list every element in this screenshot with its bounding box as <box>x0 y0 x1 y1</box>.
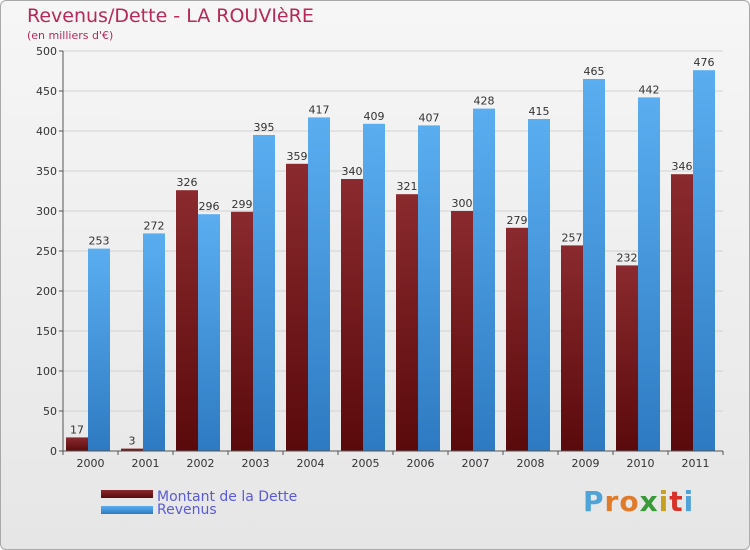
x-tick-label: 2010 <box>627 457 655 470</box>
y-tick-label: 0 <box>50 445 57 458</box>
data-label-revenus: 407 <box>419 111 440 124</box>
legend-label-revenus: Revenus <box>157 502 217 518</box>
x-tick-label: 2008 <box>517 457 545 470</box>
bar-dette <box>561 245 583 451</box>
data-label-revenus: 415 <box>529 105 550 118</box>
bar-revenus <box>253 135 275 451</box>
bar-revenus <box>583 79 605 451</box>
data-label-dette: 340 <box>342 165 363 178</box>
logo-letter: i <box>683 485 695 518</box>
logo-letter: x <box>639 485 659 518</box>
data-label-dette: 279 <box>507 214 528 227</box>
y-tick-label: 200 <box>36 285 57 298</box>
legend-label-dette: Montant de la Dette <box>157 489 297 505</box>
data-label-revenus: 442 <box>639 83 660 96</box>
bars <box>66 70 715 452</box>
x-tick-label: 2000 <box>77 457 105 470</box>
x-tick-label: 2007 <box>462 457 490 470</box>
grid <box>63 50 723 452</box>
x-tick-label: 2005 <box>352 457 380 470</box>
data-label-revenus: 395 <box>254 121 275 134</box>
y-tick-label: 100 <box>36 365 57 378</box>
data-label-dette: 359 <box>287 150 308 163</box>
y-tick-label: 400 <box>36 125 57 138</box>
bar-revenus <box>88 248 110 451</box>
legend-swatch-revenus <box>101 506 153 514</box>
logo-letter: r <box>604 485 620 518</box>
y-tick-label: 50 <box>43 405 57 418</box>
logo-letter: o <box>619 485 640 518</box>
y-tick-label: 250 <box>36 245 57 258</box>
chart-title: Revenus/Dette - LA ROUVIèRE <box>27 5 314 27</box>
bar-dette <box>616 265 638 451</box>
data-label-revenus: 417 <box>309 103 330 116</box>
bar-revenus <box>638 97 660 452</box>
bar-revenus <box>308 117 330 452</box>
chart-subtitle: (en milliers d'€) <box>27 29 114 42</box>
bar-dette <box>396 194 418 451</box>
proxiti-logo: Proxiti <box>583 485 694 518</box>
logo-letter: P <box>583 485 605 518</box>
legend: Montant de la Dette Revenus <box>101 489 297 518</box>
bar-dette <box>176 190 198 451</box>
logo-letter: i <box>658 485 670 518</box>
data-label-dette: 326 <box>177 176 198 189</box>
bar-revenus <box>363 123 385 452</box>
x-tick-label: 2006 <box>407 457 435 470</box>
logo-letter: t <box>669 485 684 518</box>
y-tick-label: 500 <box>36 45 57 58</box>
x-tick-label: 2009 <box>572 457 600 470</box>
data-label-revenus: 465 <box>584 65 605 78</box>
y-tick-label: 350 <box>36 165 57 178</box>
x-tick-label: 2011 <box>682 457 710 470</box>
bar-revenus <box>528 119 550 451</box>
data-label-dette: 299 <box>232 198 253 211</box>
bar-dette <box>341 179 363 451</box>
data-label-dette: 232 <box>617 251 638 264</box>
bar-dette <box>671 174 693 451</box>
bar-dette <box>286 163 308 452</box>
data-label-dette: 3 <box>129 435 136 448</box>
legend-swatch-dette <box>101 490 153 498</box>
data-label-revenus: 253 <box>89 235 110 248</box>
data-label-revenus: 476 <box>694 56 715 69</box>
data-label-revenus: 272 <box>144 219 165 232</box>
bar-dette <box>506 227 528 451</box>
bar-dette <box>66 437 88 451</box>
x-tick-label: 2001 <box>132 457 160 470</box>
data-label-dette: 321 <box>397 180 418 193</box>
axes: 0 50 100 150 200 250 300 350 400 450 500 2000 2001 20… <box>36 45 724 470</box>
data-label-dette: 257 <box>562 231 583 244</box>
bar-revenus <box>418 125 440 452</box>
bar-revenus <box>473 108 495 451</box>
x-tick-label: 2002 <box>187 457 215 470</box>
y-tick-label: 150 <box>36 325 57 338</box>
bar-revenus <box>198 214 220 451</box>
y-tick-label: 300 <box>36 205 57 218</box>
bar-revenus <box>693 70 715 451</box>
data-label-revenus: 296 <box>199 200 220 213</box>
data-label-dette: 346 <box>672 160 693 173</box>
y-tick-label: 450 <box>36 85 57 98</box>
data-label-revenus: 428 <box>474 95 495 108</box>
bar-revenus <box>143 233 165 451</box>
x-tick-label: 2003 <box>242 457 270 470</box>
data-label-revenus: 409 <box>364 110 385 123</box>
data-label-dette: 17 <box>70 423 84 436</box>
bar-dette <box>451 211 473 451</box>
x-tick-label: 2004 <box>297 457 325 470</box>
bar-dette <box>231 211 253 451</box>
data-label-dette: 300 <box>452 197 473 210</box>
bar-dette <box>121 448 143 451</box>
